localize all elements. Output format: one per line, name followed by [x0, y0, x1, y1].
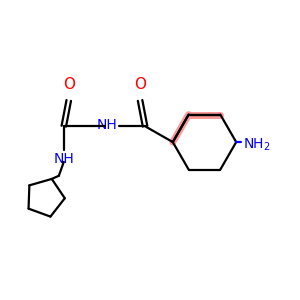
Text: NH: NH — [53, 152, 74, 166]
Text: O: O — [134, 76, 146, 92]
Text: NH: NH — [97, 118, 117, 132]
Text: NH$_2$: NH$_2$ — [243, 137, 271, 153]
Text: O: O — [63, 76, 75, 92]
